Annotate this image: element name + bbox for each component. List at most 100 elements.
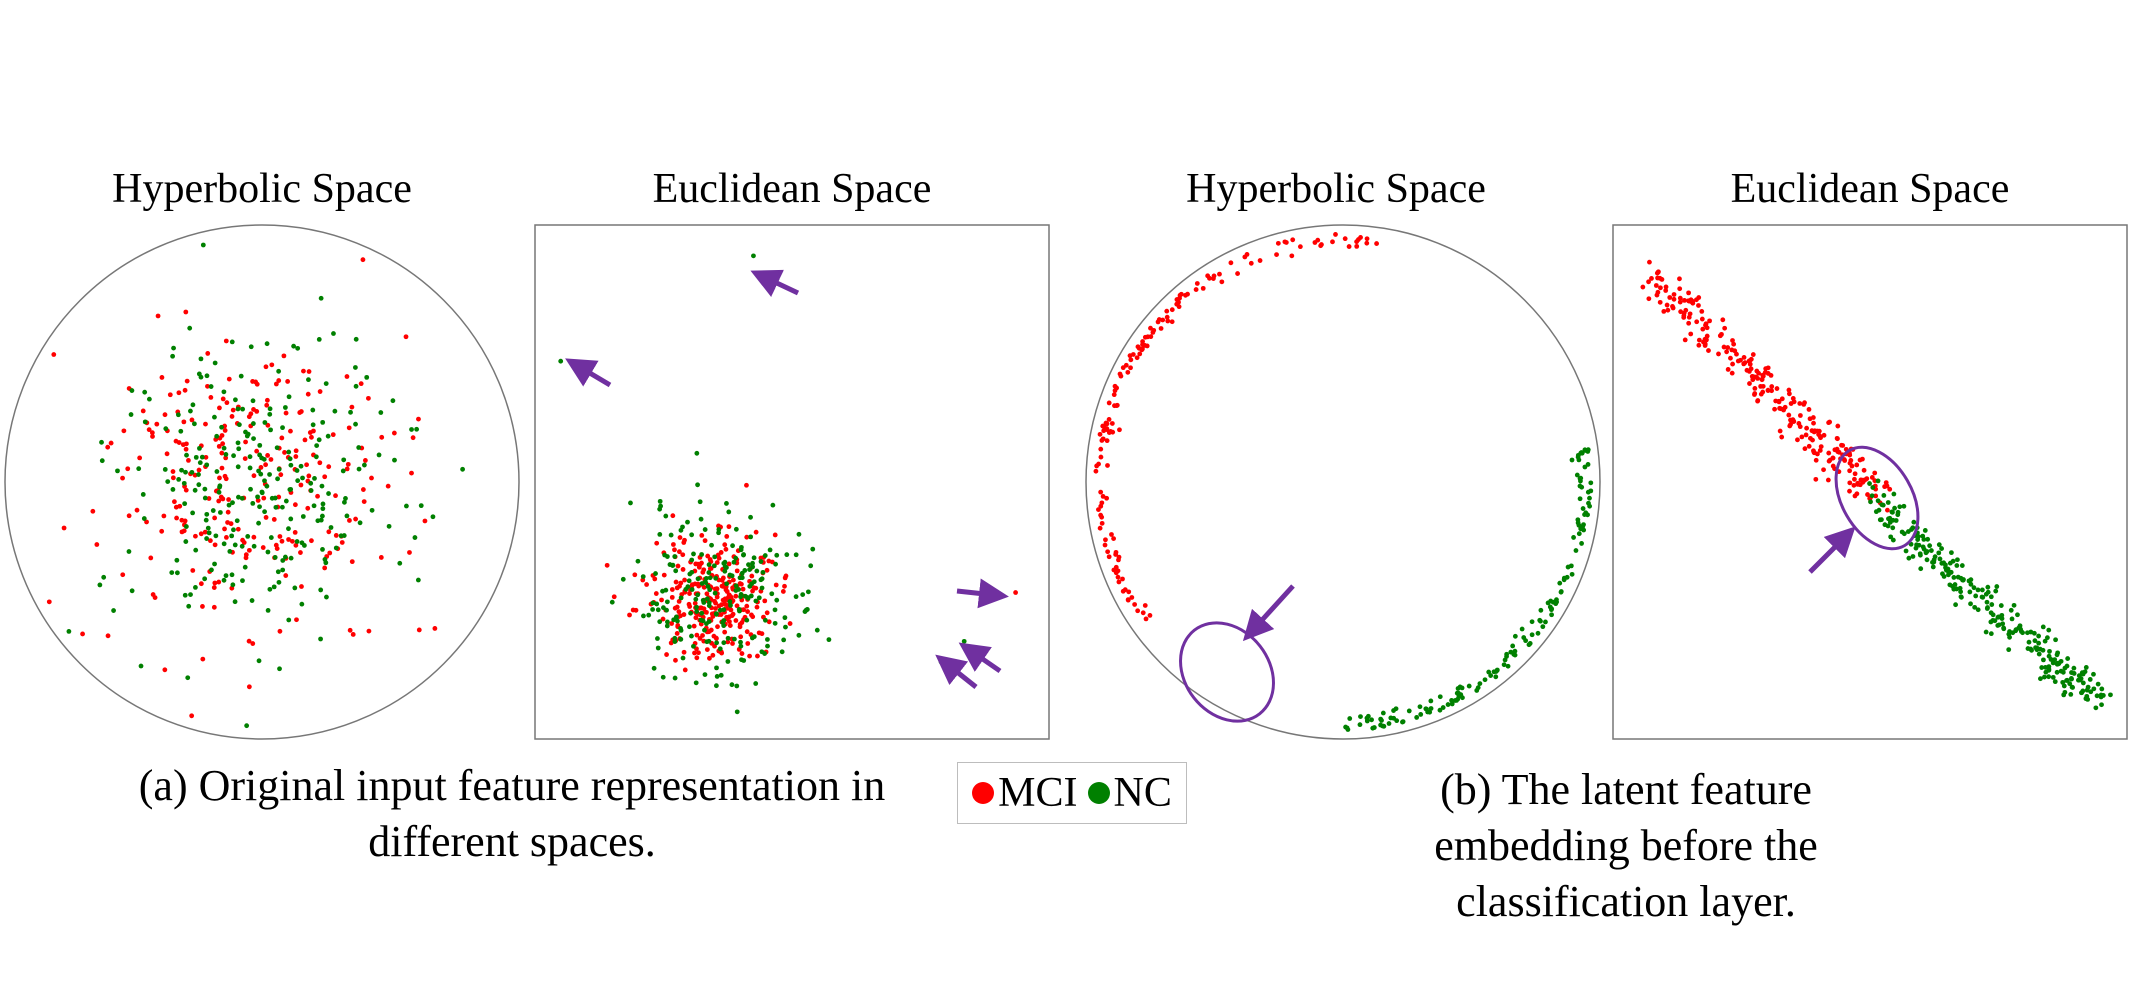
data-point-nc [256,520,261,526]
data-point-mci [347,627,353,633]
data-point-mci [416,627,422,633]
data-point-nc [205,525,211,531]
data-point-mci [1694,319,1700,325]
data-point-mci [1702,341,1708,347]
data-point-nc [2055,650,2061,656]
data-point-nc [2095,681,2101,687]
data-point-mci [246,638,252,644]
data-point-nc [1983,629,1989,635]
data-point-nc [707,587,713,593]
data-point-mci [345,461,351,467]
data-point-nc [288,486,294,492]
data-point-mci [1754,368,1760,374]
data-point-mci [1781,407,1786,413]
data-point-nc [2099,686,2105,692]
data-point-nc [670,563,676,568]
data-point-nc [2043,664,2048,670]
data-point-mci [1176,299,1181,305]
data-point-nc [695,592,701,598]
data-point-nc [165,479,171,485]
data-point-nc [750,564,756,570]
data-point-nc [706,638,712,644]
data-point-nc [280,558,286,563]
caption-a-line2: different spaces. [368,817,656,866]
data-point-nc [758,577,764,583]
data-point-mci [1774,386,1780,391]
data-point-nc [687,624,692,630]
data-point-mci [676,549,682,555]
data-point-nc [706,562,712,568]
data-point-mci [1760,372,1766,378]
data-point-nc [1378,716,1384,722]
data-point-mci [1135,608,1141,614]
data-point-mci [202,529,208,535]
data-point-mci [1725,345,1731,350]
data-point-nc [2093,705,2099,711]
data-point-nc [213,533,219,539]
data-point-nc [221,389,227,395]
data-point-nc [255,494,260,500]
data-point-mci [1098,489,1104,495]
data-point-mci [248,411,254,417]
data-point-mci [780,589,786,594]
data-point-nc [732,636,737,642]
data-point-mci [1703,322,1708,328]
data-point-nc [1983,591,1989,597]
data-point-nc [1554,597,1559,603]
data-point-mci [1885,507,1890,513]
data-point-mci [219,465,225,471]
data-point-nc [662,552,668,558]
data-point-nc [2098,694,2104,700]
data-point-mci [750,614,756,620]
data-point-nc [714,674,720,679]
data-point-nc [1903,548,1909,554]
data-point-nc [650,600,656,606]
data-point-mci [1658,285,1663,291]
data-point-nc [2071,671,2077,676]
data-point-nc [272,554,278,560]
data-point-nc [738,639,743,645]
data-point-mci [1807,435,1813,441]
data-point-nc [1512,633,1518,639]
data-point-nc [174,557,180,563]
data-point-nc [320,501,326,507]
data-point-mci [707,566,713,572]
data-point-mci [224,400,230,406]
data-point-mci [1106,416,1112,422]
data-point-nc [620,576,626,582]
data-point-mci [184,378,190,384]
data-point-mci [1640,284,1646,290]
data-point-nc [1491,669,1497,675]
data-point-nc [1505,663,1511,669]
data-point-nc [1535,630,1541,636]
data-point-nc [1994,584,2000,589]
data-point-mci [349,559,355,565]
data-point-nc [244,723,250,729]
data-point-mci [1094,463,1100,469]
data-point-mci [744,534,750,540]
data-point-mci [183,446,189,452]
data-point-nc [1400,719,1405,725]
data-point-nc [333,545,339,551]
data-point-nc [310,407,316,413]
data-point-nc [202,486,208,492]
legend-item-nc: NC [1087,769,1172,817]
data-point-mci [1802,446,1808,452]
data-point-mci [1134,355,1140,361]
data-point-mci [1758,391,1764,397]
data-point-mci [220,441,226,447]
data-point-mci [1872,470,1878,476]
data-point-mci [317,460,323,466]
data-point-nc [1891,491,1897,497]
data-point-nc [734,709,740,715]
data-point-mci [782,575,788,581]
data-point-mci [1099,438,1105,443]
data-point-mci [745,609,751,614]
data-point-nc [262,509,267,515]
data-point-nc [369,507,375,513]
data-point-nc [1575,454,1581,460]
data-point-mci [246,547,252,553]
data-point-nc [664,607,669,613]
data-point-nc [678,595,684,601]
data-point-nc [2060,679,2066,685]
